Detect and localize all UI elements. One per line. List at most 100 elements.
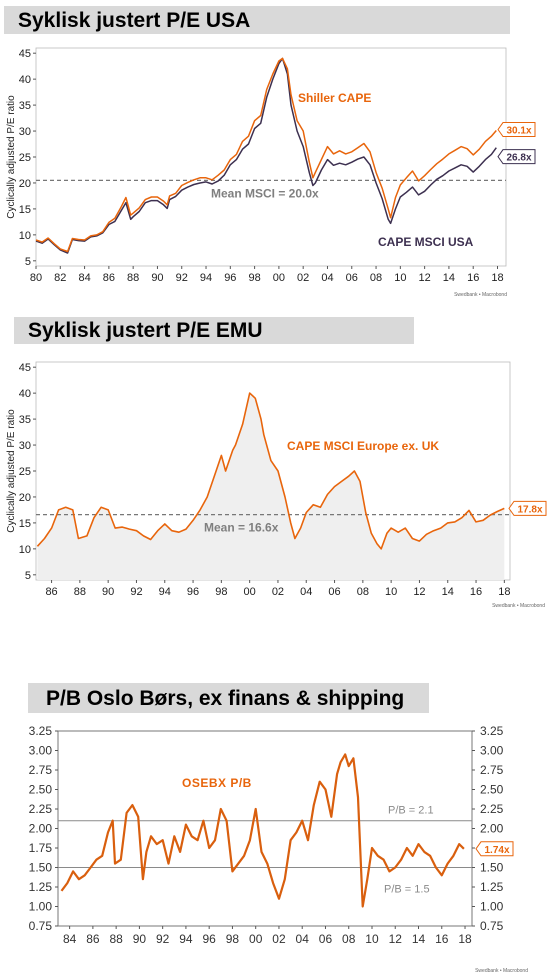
y-tick-label-left: 1.75 <box>29 841 53 855</box>
y-tick-label-left: 1.50 <box>29 861 53 875</box>
source-label: Swedbank • Macrobond <box>492 603 545 609</box>
y-tick-label-left: 3.00 <box>29 744 53 758</box>
x-tick-label: 84 <box>63 932 77 946</box>
series-line-shiller-cape <box>35 57 497 253</box>
y-tick-label: 5 <box>25 256 31 268</box>
x-tick-label: 06 <box>328 586 340 598</box>
x-tick-label: 94 <box>200 272 212 284</box>
x-tick-label: 98 <box>226 932 240 946</box>
x-tick-label: 14 <box>442 586 454 598</box>
y-tick-label: 30 <box>19 440 31 452</box>
x-tick-label: 08 <box>342 932 356 946</box>
x-tick-label: 96 <box>203 932 217 946</box>
y-tick-label-left: 1.00 <box>29 900 53 914</box>
annotation-osebx-pb: OSEBX P/B <box>182 776 252 790</box>
y-tick-label: 25 <box>19 152 31 164</box>
reference-label: P/B = 2.1 <box>388 805 434 817</box>
chart-emu-cape: 5 10 15 20 25 30 35 40 45 86 88 90 92 94 96 98 00 02 04 06 0… <box>6 361 547 609</box>
plot-area <box>57 730 473 927</box>
x-tick-label: 86 <box>45 586 57 598</box>
y-tick-label-left: 2.75 <box>29 763 53 777</box>
y-axis-label: Cyclically adjusted P/E ratio <box>6 409 17 533</box>
y-tick-label: 35 <box>19 414 31 426</box>
x-tick-label: 04 <box>296 932 310 946</box>
x-tick-label: 80 <box>30 272 42 284</box>
end-value-box <box>475 841 514 857</box>
x-tick-label: 04 <box>300 586 312 598</box>
y-tick-label-right: 2.00 <box>480 822 504 836</box>
chart-title-oslo: P/B Oslo Børs, ex finans & shipping <box>28 683 429 713</box>
y-tick-label: 45 <box>19 362 31 374</box>
x-tick-label: 08 <box>357 586 369 598</box>
y-tick-label: 15 <box>19 518 31 530</box>
end-value-box <box>508 500 547 516</box>
x-tick-label: 84 <box>78 272 90 284</box>
y-tick-label-left: 0.75 <box>29 919 53 933</box>
x-tick-label: 06 <box>346 272 358 284</box>
x-tick-label: 18 <box>498 586 510 598</box>
end-value-label: 17.8x <box>517 504 542 515</box>
x-tick-label: 96 <box>187 586 199 598</box>
y-tick-label: 30 <box>19 126 31 138</box>
y-tick-label: 20 <box>19 492 31 504</box>
y-axis-label: Cyclically adjusted P/E ratio <box>6 95 17 219</box>
series-line-cape-msci-europe <box>36 392 505 550</box>
x-tick-label: 00 <box>249 932 263 946</box>
x-tick-label: 02 <box>297 272 309 284</box>
x-tick-label: 18 <box>458 932 472 946</box>
source-label: Swedbank • Macrobond <box>454 292 507 298</box>
x-tick-label: 98 <box>248 272 260 284</box>
x-tick-label: 88 <box>109 932 123 946</box>
x-tick-label: 96 <box>224 272 236 284</box>
y-tick-label-left: 3.25 <box>29 724 53 738</box>
y-tick-label: 25 <box>19 466 31 478</box>
y-tick-label-right: 1.50 <box>480 861 504 875</box>
y-tick-label: 15 <box>19 204 31 216</box>
y-tick-label: 20 <box>19 178 31 190</box>
y-tick-label: 40 <box>19 388 31 400</box>
x-tick-label: 16 <box>470 586 482 598</box>
end-value-box <box>497 122 536 138</box>
y-tick-label-right: 3.00 <box>480 744 504 758</box>
x-tick-label: 82 <box>54 272 66 284</box>
series-line-cape-msci-usa <box>35 57 497 254</box>
x-tick-label: 06 <box>319 932 333 946</box>
y-tick-label-right: 0.75 <box>480 919 504 933</box>
y-tick-label-right: 1.00 <box>480 900 504 914</box>
x-tick-label: 02 <box>272 586 284 598</box>
x-tick-label: 08 <box>370 272 382 284</box>
chart-oslo-pb: 0.750.751.001.001.251.251.501.501.751.75… <box>29 724 529 974</box>
x-tick-label: 04 <box>321 272 333 284</box>
x-tick-label: 92 <box>156 932 170 946</box>
x-tick-label: 14 <box>412 932 426 946</box>
x-tick-label: 92 <box>176 272 188 284</box>
x-tick-label: 10 <box>365 932 379 946</box>
x-tick-label: 94 <box>159 586 171 598</box>
y-tick-label-left: 2.25 <box>29 802 53 816</box>
x-tick-label: 18 <box>491 272 503 284</box>
x-tick-label: 16 <box>467 272 479 284</box>
y-tick-label: 10 <box>19 544 31 556</box>
x-tick-label: 90 <box>102 586 114 598</box>
annotation-shiller-cape: Shiller CAPE <box>298 91 371 105</box>
y-tick-label: 40 <box>19 74 31 86</box>
x-tick-label: 88 <box>127 272 139 284</box>
x-tick-label: 00 <box>244 586 256 598</box>
x-tick-label: 86 <box>103 272 115 284</box>
series-line-osebx-pb <box>60 753 465 908</box>
x-tick-label: 92 <box>130 586 142 598</box>
x-tick-label: 90 <box>151 272 163 284</box>
source-label: Swedbank • Macrobond <box>475 968 528 974</box>
x-tick-label: 02 <box>272 932 286 946</box>
y-tick-label-right: 1.25 <box>480 880 504 894</box>
y-tick-label-right: 2.75 <box>480 763 504 777</box>
x-tick-label: 94 <box>179 932 193 946</box>
x-tick-label: 12 <box>419 272 431 284</box>
x-tick-label: 86 <box>86 932 100 946</box>
y-tick-label-left: 2.50 <box>29 783 53 797</box>
y-tick-label-right: 2.50 <box>480 783 504 797</box>
y-tick-label-right: 2.25 <box>480 802 504 816</box>
annotation-cape-msci-usa: CAPE MSCI USA <box>378 235 474 249</box>
x-tick-label: 00 <box>273 272 285 284</box>
mean-label: Mean MSCI = 20.0x <box>211 186 319 200</box>
